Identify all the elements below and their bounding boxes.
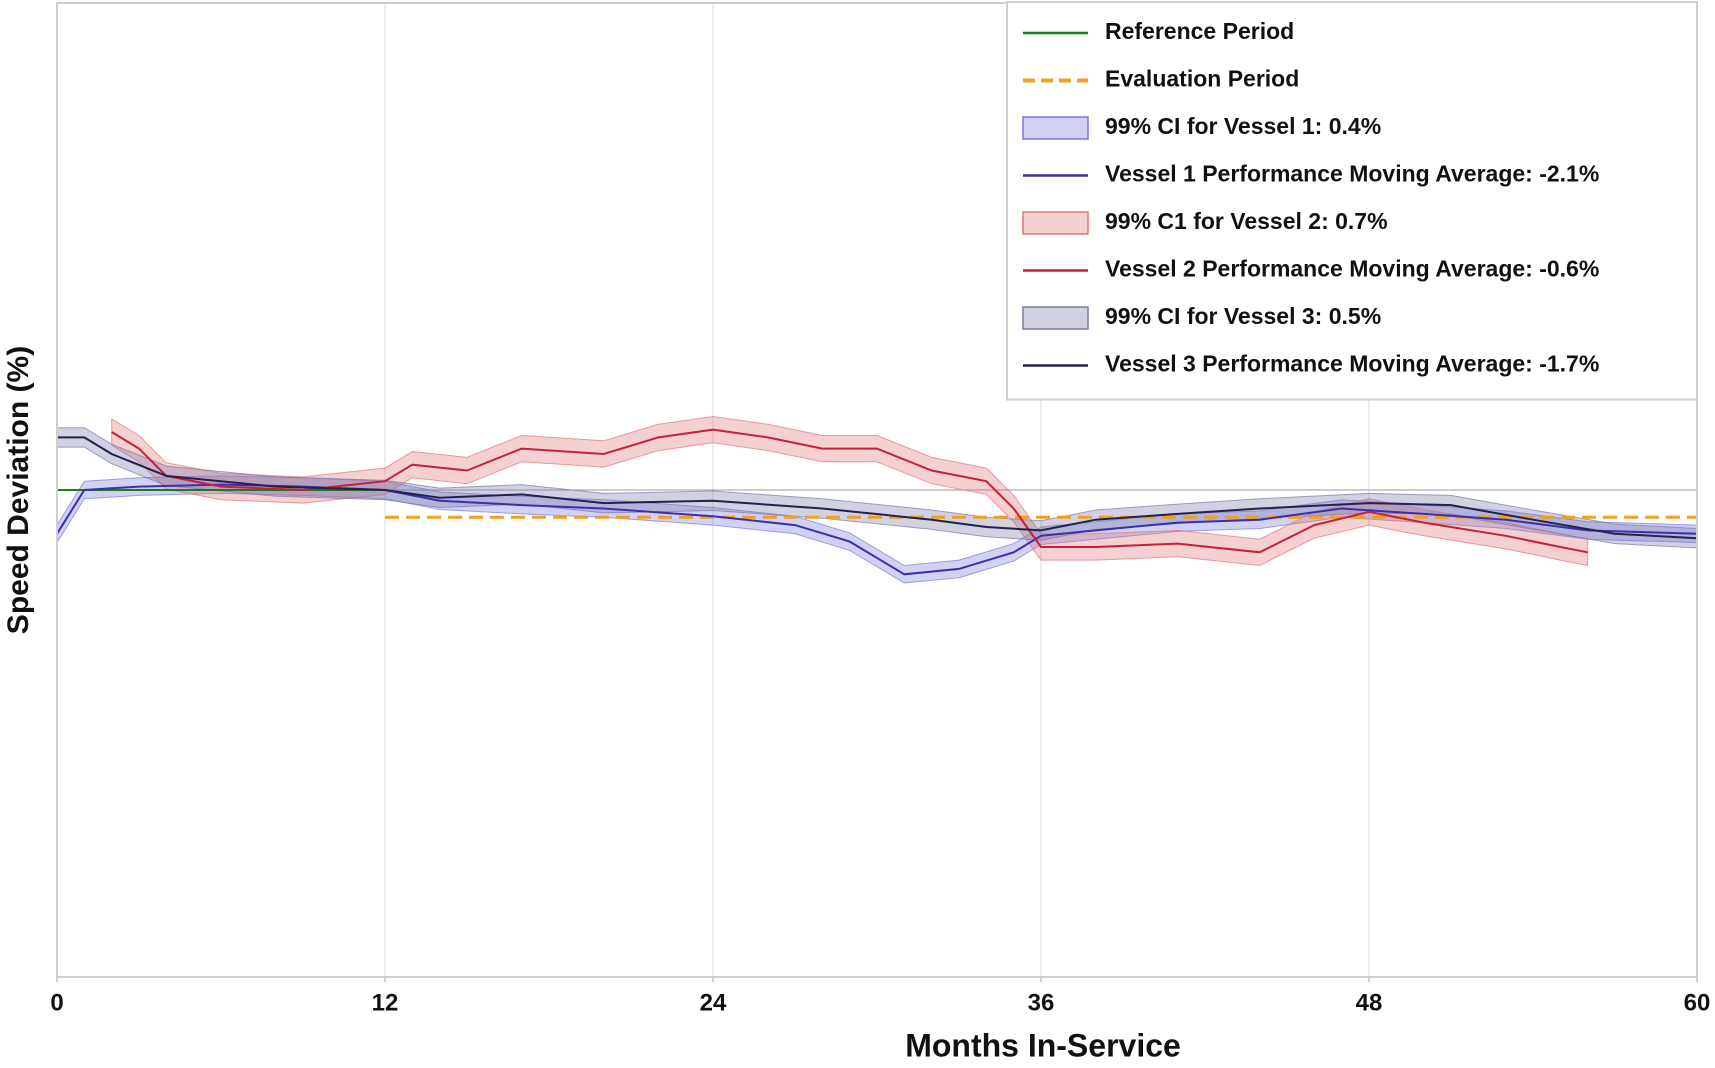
legend-label: Vessel 3 Performance Moving Average: -1.…: [1105, 351, 1599, 377]
plot-frame: [56, 2, 1698, 978]
legend-label: 99% CI for Vessel 1: 0.4%: [1105, 113, 1381, 139]
line: [57, 436, 1698, 540]
legend-label: 99% C1 for Vessel 2: 0.7%: [1105, 208, 1388, 234]
ci-band: [111, 415, 1589, 567]
legend-label: Vessel 1 Performance Moving Average: -2.…: [1105, 161, 1599, 187]
x-tick-label: 0: [50, 989, 63, 1016]
legend-swatch: [1022, 306, 1089, 330]
legend-label: 99% CI for Vessel 3: 0.5%: [1105, 303, 1381, 329]
legend-label: Evaluation Period: [1105, 66, 1299, 92]
legend-box: [1006, 1, 1698, 401]
x-tick-label: 60: [1684, 989, 1711, 1016]
legend: Reference Period Evaluation Period 99% CI …: [1006, 1, 1698, 401]
x-tick-label: 36: [1028, 989, 1055, 1016]
legend-label: Reference Period: [1105, 18, 1294, 44]
y-axis-label: Speed Deviation (%): [2, 346, 35, 634]
x-tick-label: 48: [1356, 989, 1383, 1016]
x-axis-label: Months In-Service: [905, 1027, 1181, 1063]
x-tick-label: 12: [372, 989, 399, 1016]
legend-swatch: [1022, 116, 1089, 140]
line: [111, 428, 1588, 554]
x-tick-label: 24: [700, 989, 727, 1016]
legend-swatch: [1022, 211, 1089, 235]
legend-label: Vessel 2 Performance Moving Average: -0.…: [1105, 256, 1599, 282]
